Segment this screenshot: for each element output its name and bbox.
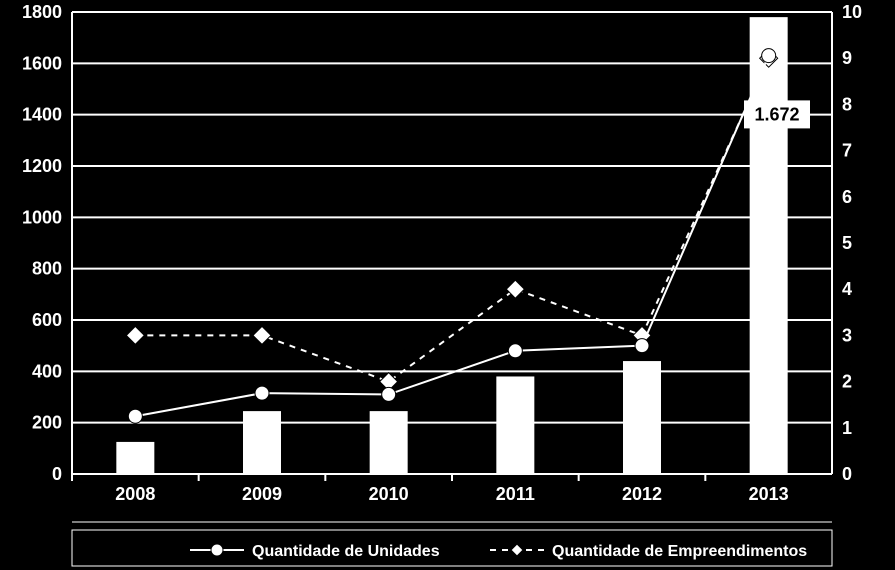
y-right-tick-label: 1 [842,418,852,438]
bar [496,376,534,474]
y-right-tick-label: 0 [842,464,852,484]
bar [370,411,408,474]
y-right-tick-label: 8 [842,94,852,114]
x-tick-label: 2009 [242,484,282,504]
y-right-tick-label: 3 [842,325,852,345]
unidades-marker [762,49,776,63]
legend-empreend-label: Quantidade de Empreendimentos [552,543,807,560]
unidades-marker [382,387,396,401]
data-label-text: 1.672 [754,104,799,124]
y-left-tick-label: 1400 [22,105,62,125]
x-tick-label: 2012 [622,484,662,504]
y-right-tick-label: 7 [842,141,852,161]
x-tick-label: 2010 [369,484,409,504]
bar [243,411,281,474]
bar [623,361,661,474]
y-left-tick-label: 400 [32,361,62,381]
y-left-tick-label: 0 [52,464,62,484]
y-left-tick-label: 600 [32,310,62,330]
x-tick-label: 2011 [496,484,535,504]
y-right-tick-label: 2 [842,372,852,392]
y-right-tick-label: 4 [842,279,852,299]
bar [116,442,154,474]
y-left-tick-label: 1200 [22,156,62,176]
chart-svg: 0 200 400 600 800 1000 1200 1400 1600 1800 0 1 2 3 4 5 6… [0,0,895,570]
legend-unidades-marker [211,544,223,556]
y-left-tick-label: 800 [32,259,62,279]
x-tick-label: 2013 [749,484,789,504]
unidades-marker [128,409,142,423]
y-left-tick-label: 200 [32,413,62,433]
unidades-marker [255,386,269,400]
y-right-tick-label: 5 [842,233,852,253]
y-left-tick-label: 1000 [22,207,62,227]
y-right-tick-label: 9 [842,48,852,68]
y-left-tick-label: 1800 [22,2,62,22]
unidades-marker [635,339,649,353]
x-tick-label: 2008 [115,484,155,504]
unidades-marker [508,344,522,358]
y-right-tick-label: 10 [842,2,862,22]
legend-unidades-label: Quantidade de Unidades [252,543,440,560]
chart-container: 0 200 400 600 800 1000 1200 1400 1600 1800 0 1 2 3 4 5 6… [0,0,895,570]
y-left-tick-label: 1600 [22,53,62,73]
y-right-tick-label: 6 [842,187,852,207]
